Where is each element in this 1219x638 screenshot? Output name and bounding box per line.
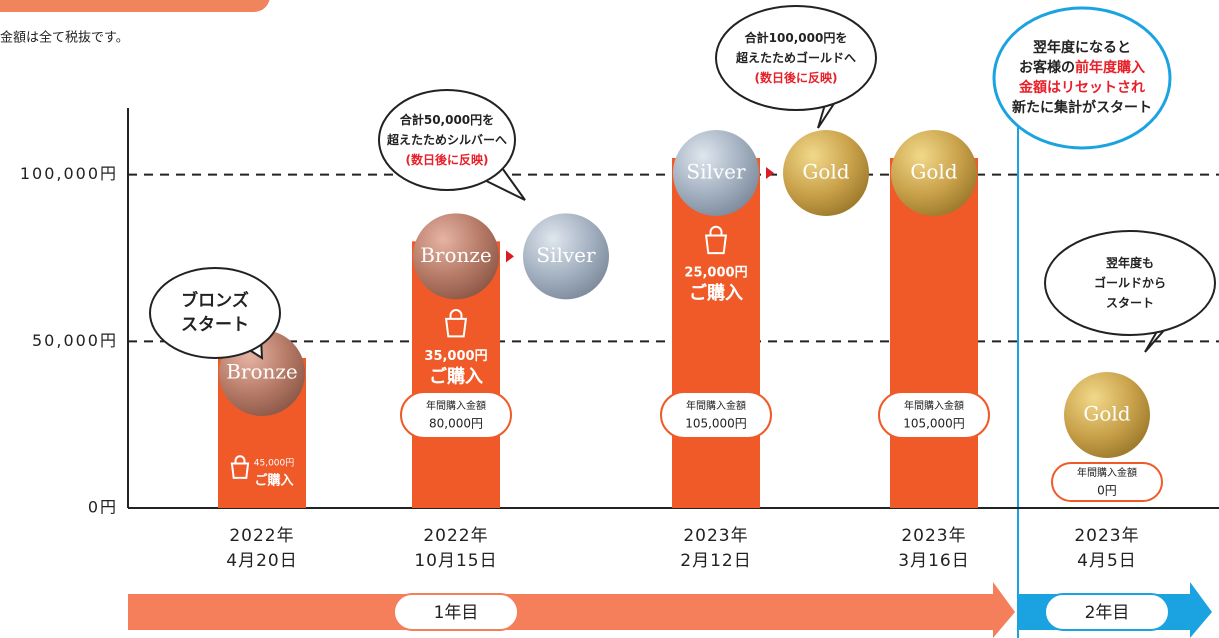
callout-segment: 翌年度になると	[1033, 39, 1131, 56]
callout-segment: 金額はリセットされ	[1018, 79, 1145, 96]
x-tick-label: 2022年	[423, 526, 488, 546]
rank-label: Bronze	[420, 243, 492, 267]
annual-box	[661, 392, 771, 438]
rank-label: Gold	[1083, 402, 1130, 426]
rank-label: Bronze	[226, 360, 298, 384]
callout-bubble	[994, 8, 1170, 148]
callout-segment: 合計50,000円を	[400, 112, 494, 127]
callout-text: スタート	[181, 315, 249, 335]
callout-segment: 超えたためゴールドへ	[735, 50, 856, 65]
x-tick-label: 3月16日	[898, 551, 969, 571]
x-tick-label: 4月20日	[226, 551, 297, 571]
callout-segment: スタート	[1106, 296, 1154, 310]
x-tick-label: 2023年	[1074, 526, 1139, 546]
callout-segment: 翌年度も	[1106, 255, 1154, 270]
rank-label: Gold	[802, 160, 849, 184]
rank-label: Silver	[536, 243, 596, 267]
annual-box	[401, 392, 511, 438]
x-tick-label: 2023年	[901, 526, 966, 546]
rank-label: Gold	[910, 160, 957, 184]
annual-value: 105,000円	[685, 417, 747, 431]
callout-segment: お客様の	[1019, 59, 1075, 76]
callout-segment: 前年度購入	[1075, 59, 1145, 76]
callout-segment: (数日後に反映)	[406, 152, 489, 167]
annual-title: 年間購入金額	[686, 399, 746, 412]
callout-text: お客様の前年度購入	[1019, 59, 1145, 76]
annual-title: 年間購入金額	[426, 399, 486, 412]
y-tick-label: 0円	[88, 498, 118, 517]
callout-text: (数日後に反映)	[406, 152, 489, 167]
callout-text: 超えたためシルバーへ	[386, 132, 507, 147]
note: 金額は全て税抜です。	[0, 30, 129, 46]
callout-segment: ゴールドから	[1094, 275, 1166, 290]
callout-text: 合計100,000円を	[745, 30, 848, 45]
callout-segment: スタート	[181, 315, 249, 335]
callout-text: 新たに集計がスタート	[1012, 99, 1152, 116]
purchase-label: ご購入	[429, 365, 483, 387]
callout-text: スタート	[1106, 296, 1154, 310]
period-label: 1年目	[434, 603, 479, 623]
callout-text: ゴールドから	[1094, 275, 1166, 290]
annual-box	[879, 392, 989, 438]
annual-value: 105,000円	[903, 417, 965, 431]
purchase-amount: 25,000円	[684, 266, 747, 281]
callout-segment: 新たに集計がスタート	[1012, 99, 1152, 116]
callout-text: (数日後に反映)	[755, 70, 838, 85]
callout-segment: 合計100,000円を	[745, 30, 848, 45]
annual-title: 年間購入金額	[1077, 466, 1137, 479]
callout-segment: (数日後に反映)	[755, 70, 838, 85]
callout-text: 翌年度も	[1106, 255, 1154, 270]
y-tick-label: 100,000円	[20, 164, 118, 183]
purchase-amount: 35,000円	[424, 349, 487, 364]
callout-text: 翌年度になると	[1033, 39, 1131, 56]
callout-bubble	[150, 268, 280, 358]
callout-text: 金額はリセットされ	[1018, 79, 1145, 96]
callout-segment: ブロンズ	[181, 290, 249, 311]
callout-segment: 超えたためシルバーへ	[386, 132, 507, 147]
chart: 金額は全て税抜です。 1年目 2年目 0円 50,000円 100,000円 2022年 4…	[0, 0, 1219, 638]
period-arrow	[128, 582, 1015, 638]
x-tick-label: 2022年	[229, 526, 294, 546]
annual-title: 年間購入金額	[904, 399, 964, 412]
x-tick-label: 4月5日	[1077, 551, 1137, 571]
rank-arrow	[766, 167, 774, 179]
x-tick-label: 10月15日	[414, 551, 497, 571]
purchase-amount: 45,000円	[254, 458, 295, 469]
annual-value: 0円	[1097, 484, 1117, 498]
callout-text: ブロンズ	[181, 290, 249, 311]
callout-text: 合計50,000円を	[400, 112, 494, 127]
purchase-label: ご購入	[689, 282, 743, 304]
y-tick-label: 50,000円	[32, 331, 118, 350]
x-tick-label: 2023年	[683, 526, 748, 546]
callout-text: 超えたためゴールドへ	[735, 50, 856, 65]
period-label: 2年目	[1085, 603, 1130, 623]
x-tick-label: 2月12日	[680, 551, 751, 571]
purchase-label: ご購入	[254, 473, 293, 489]
header-tab	[0, 0, 270, 12]
rank-arrow	[506, 250, 514, 262]
rank-label: Silver	[686, 160, 746, 184]
annual-value: 80,000円	[429, 417, 483, 431]
